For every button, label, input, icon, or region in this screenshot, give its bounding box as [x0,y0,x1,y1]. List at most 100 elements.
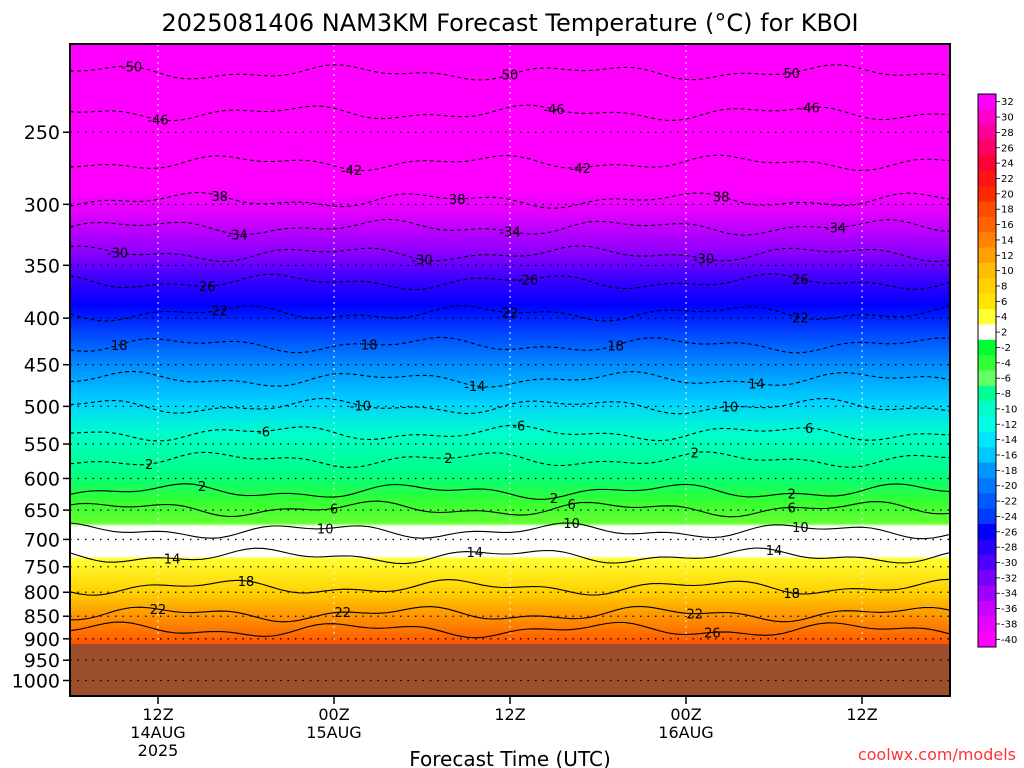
colorbar-swatch [978,216,996,233]
colorbar-swatch [978,631,996,648]
contour-line-2 [70,483,950,500]
contour-label: -26 [517,273,538,288]
colorbar-label: -2 [1001,343,1011,354]
colorbar-label: -26 [1001,527,1017,538]
x-tick-label: 12Z [846,705,877,724]
colorbar-swatch [978,616,996,633]
grid-lines [70,44,950,645]
contour-label: 14 [766,544,783,559]
y-tick-label: 700 [24,529,60,551]
contour-label: 26 [704,626,721,641]
contour-label: 50 [502,69,519,84]
contour-label: 14 [164,552,181,567]
colorbar-label: 30 [1001,113,1014,124]
colorbar-label: 14 [1001,235,1014,246]
colorbar-label: 4 [1001,312,1007,323]
contour-label: 38 [449,193,466,208]
contour-label: 18 [361,338,378,353]
colorbar: 32 30 28 26 24 22 20 18 16 14 12 10 8 6 4 2 -2 -4 -6 -8 -10 -… [977,93,1017,648]
colorbar-label: -32 [1001,573,1017,584]
colorbar-swatch [978,94,996,110]
contour-label: -6 [257,425,270,440]
colorbar-label: -14 [1001,435,1017,446]
contour-label: 26 [199,280,216,295]
colorbar-swatch [978,170,996,187]
colorbar-label: -22 [1001,497,1017,508]
colorbar-label: -34 [1001,589,1017,600]
contour-label: 22 [687,608,704,623]
contour-label: -10 [350,399,371,414]
x-axis-label: Forecast Time (UTC) [409,747,611,768]
chart-title: 2025081406 NAM3KM Forecast Temperature (… [161,9,858,37]
contour-label: -46 [799,101,820,116]
contour-label: -42 [341,164,362,179]
colorbar-swatch [978,201,996,218]
y-tick-label: 400 [24,308,60,330]
contour-label: 6 [805,422,813,437]
contour-label: 26 [792,273,809,288]
colorbar-label: -20 [1001,481,1017,492]
contour-label: 50 [783,67,800,82]
x-tick-label: 12Z [494,705,525,724]
plot-area: -50 50 50 -46 -46 -46 -42 -42 38 38 38 -34 -34 -34 -30… [69,43,951,697]
contour-label: 2 [145,458,153,473]
colorbar-label: 10 [1001,266,1014,277]
colorbar-label: 28 [1001,128,1014,139]
y-tick-label: 600 [24,468,60,490]
contour-label: -46 [543,103,564,118]
contour-label: 22 [792,312,809,327]
contour-label: 38 [211,190,228,205]
colorbar-label: 6 [1001,297,1007,308]
colorbar-swatch [978,462,996,479]
colorbar-frame [977,93,997,648]
colorbar-swatch [978,570,996,587]
contour-line--50 [70,64,950,81]
contour-label: -30 [107,247,128,262]
contour-label: -14 [464,380,485,395]
ground-mask [70,644,950,696]
contour-line-14 [70,547,950,565]
contour-line--34 [70,218,950,236]
colorbar-swatch [978,324,996,341]
contour-label: -46 [147,114,168,129]
y-tick-label: 950 [24,650,60,672]
contour-label: 22 [150,603,167,618]
contour-label: -34 [825,222,846,237]
contour-label: 14 [467,546,484,561]
colorbar-label: 16 [1001,220,1014,231]
contour-line--46 [70,104,950,122]
contour-label: 2 [444,452,452,467]
contour-label: 10 [722,401,739,416]
contour-label: -42 [570,162,591,177]
colorbar-label: 26 [1001,143,1014,154]
colorbar-swatch [978,447,996,464]
contour-line-18 [70,578,950,596]
contour-label: 22 [502,307,519,322]
contour-label: 2 [787,487,795,502]
contour-label: 2 [691,447,699,462]
x-tick-label: 14AUG [130,723,185,742]
x-tick-label: 00Z [670,705,701,724]
contour-line--26 [70,273,950,291]
contour-label: 18 [111,339,128,354]
colorbar-label: -6 [1001,374,1011,385]
contour-line-26 [70,621,950,639]
contour-label: 6 [330,502,338,517]
contour-label: 14 [748,377,765,392]
contour-label: 18 [607,339,624,354]
colorbar-swatch [978,585,996,602]
y-tick-label: 850 [24,606,60,628]
contour-label: 22 [211,304,228,319]
contour-label: 18 [238,575,255,590]
colorbar-label: -12 [1001,420,1017,431]
contour-label: -50 [121,60,142,75]
contour-label: -30 [693,253,714,268]
contour-line--38 [70,192,950,209]
colorbar-swatch [978,262,996,279]
colorbar-swatch [978,416,996,433]
colorbar-swatch [978,155,996,172]
contour-label: 10 [317,523,334,538]
y-tick-label: 250 [24,122,60,144]
colorbar-swatch [978,493,996,510]
